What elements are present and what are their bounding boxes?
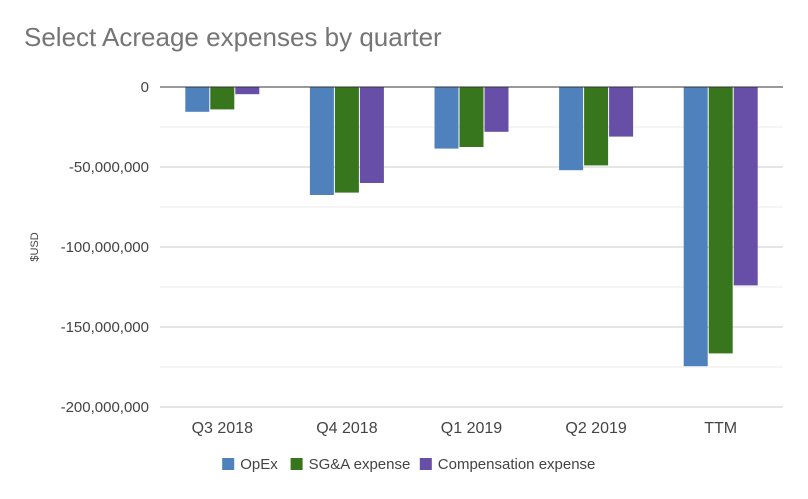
bar-compensation-expense-q3-2018	[235, 87, 260, 95]
legend-swatch	[222, 458, 235, 470]
bar-sg-a-expense-q4-2018	[334, 87, 359, 193]
legend-swatch	[290, 458, 303, 470]
legend-label: OpEx	[240, 456, 278, 473]
legend-label: SG&A expense	[309, 456, 411, 473]
x-tick-label: Q2 2019	[565, 420, 626, 437]
bars	[185, 87, 758, 367]
bar-opex-q3-2018	[185, 87, 210, 112]
y-tick-label: -150,000,000	[61, 319, 149, 336]
y-tick-label: -200,000,000	[61, 399, 149, 416]
legend-swatch	[419, 458, 432, 470]
bar-compensation-expense-q4-2018	[359, 87, 384, 183]
bar-sg-a-expense-q2-2019	[584, 87, 609, 166]
x-tick-label: Q4 2018	[316, 420, 377, 437]
bar-compensation-expense-q1-2019	[484, 87, 509, 132]
bar-compensation-expense-q2-2019	[609, 87, 634, 137]
bar-sg-a-expense-q3-2018	[210, 87, 235, 110]
bar-sg-a-expense-ttm	[708, 87, 733, 354]
y-tick-label: -100,000,000	[61, 239, 149, 256]
x-tick-label: Q3 2018	[192, 420, 253, 437]
axes: 0 -50,000,000 -100,000,000 -150,000,000 -200…	[61, 79, 783, 437]
x-tick-label: TTM	[704, 420, 737, 437]
gridlines	[160, 126, 783, 408]
y-tick-label: -50,000,000	[69, 159, 149, 176]
bar-sg-a-expense-q1-2019	[459, 87, 484, 147]
legend: OpEx SG&A expense Compensation expense	[222, 456, 595, 473]
bar-opex-q1-2019	[434, 87, 459, 149]
bar-opex-ttm	[683, 87, 708, 367]
bar-opex-q2-2019	[559, 87, 584, 171]
y-tick-label: 0	[141, 79, 149, 96]
bar-opex-q4-2018	[309, 87, 334, 195]
chart-title: Select Acreage expenses by quarter	[24, 22, 442, 52]
y-axis-label: $USD	[29, 232, 41, 261]
legend-label: Compensation expense	[438, 456, 596, 473]
x-tick-label: Q1 2019	[441, 420, 502, 437]
bar-compensation-expense-ttm	[733, 87, 758, 286]
